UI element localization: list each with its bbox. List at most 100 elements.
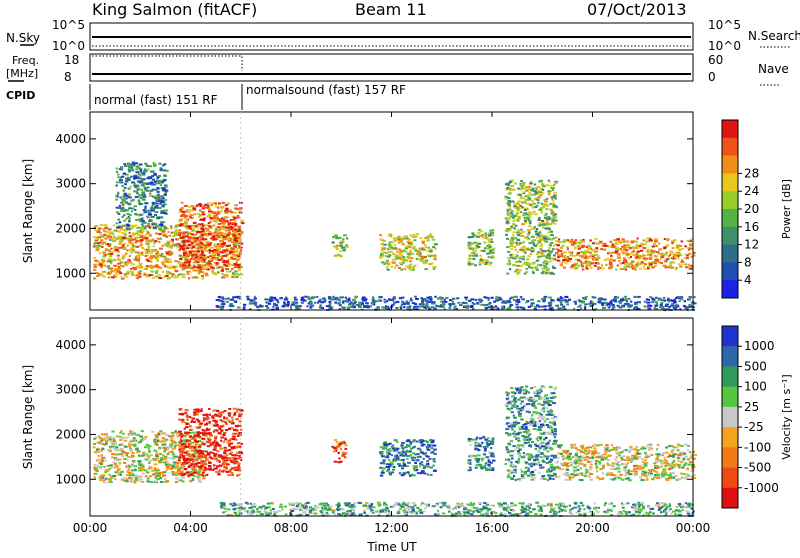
power-echo-cell — [205, 227, 208, 229]
power-echo-cell — [208, 213, 211, 215]
power-echo-cell — [147, 232, 149, 234]
velocity-echo-cell — [126, 437, 129, 439]
power-echo-cell — [639, 268, 642, 270]
power-echo-cell — [415, 298, 419, 300]
power-echo-cell — [560, 296, 562, 298]
power-echo-cell — [549, 181, 551, 183]
power-echo-cell — [406, 260, 409, 262]
power-colorbar-block — [722, 173, 738, 191]
power-echo-cell — [556, 244, 560, 246]
power-echo-cell — [426, 297, 429, 299]
power-ylabel: Slant Range [km] — [21, 159, 35, 263]
power-echo-cell — [444, 299, 446, 301]
velocity-echo-cell — [212, 442, 216, 444]
power-echo-cell — [153, 210, 155, 212]
power-echo-cell — [547, 228, 551, 230]
power-echo-cell — [337, 254, 341, 256]
velocity-echo-cell — [180, 467, 183, 469]
power-echo-cell — [595, 238, 598, 240]
power-echo-cell — [124, 219, 126, 221]
velocity-echo-cell — [175, 430, 177, 432]
power-echo-cell — [226, 263, 229, 265]
power-echo-cell — [158, 207, 161, 209]
velocity-echo-cell — [138, 467, 141, 469]
power-echo-cell — [516, 232, 520, 234]
power-echo-cell — [510, 185, 514, 187]
power-echo-cell — [585, 296, 588, 298]
velocity-echo-cell — [231, 427, 233, 429]
power-echo-cell — [484, 242, 487, 244]
power-echo-cell — [414, 296, 417, 298]
power-echo-cell — [116, 238, 118, 240]
power-echo-cell — [433, 258, 437, 260]
velocity-echo-cell — [123, 462, 126, 464]
velocity-echo-cell — [177, 473, 180, 475]
power-echo-cell — [553, 254, 555, 256]
power-echo-cell — [329, 301, 332, 303]
power-echo-cell — [202, 232, 205, 234]
velocity-echo-cell — [114, 465, 116, 467]
velocity-echo-cell — [166, 469, 168, 471]
power-echo-cell — [531, 263, 535, 265]
power-echo-cell — [551, 251, 554, 253]
power-echo-cell — [541, 220, 544, 222]
velocity-plot-background — [90, 318, 693, 516]
power-echo-cell — [540, 245, 544, 247]
power-echo-cell — [193, 222, 197, 224]
power-echo-cell — [627, 305, 630, 307]
power-echo-cell — [231, 241, 235, 243]
velocity-echo-cell — [237, 466, 241, 468]
power-echo-cell — [647, 306, 650, 308]
power-echo-cell — [624, 296, 627, 298]
power-echo-cell — [526, 195, 530, 197]
power-echo-cell — [664, 300, 667, 302]
power-echo-cell — [425, 260, 428, 262]
velocity-echo-cell — [189, 435, 192, 437]
velocity-echo-cell — [207, 441, 211, 443]
power-echo-cell — [271, 297, 274, 299]
velocity-echo-cell — [151, 431, 154, 433]
power-echo-cell — [189, 240, 192, 242]
power-echo-cell — [530, 299, 534, 301]
velocity-echo-cell — [202, 477, 205, 479]
power-echo-cell — [430, 236, 433, 238]
velocity-echo-cell — [107, 481, 110, 483]
power-echo-cell — [123, 173, 126, 175]
power-echo-cell — [476, 302, 479, 304]
power-echo-cell — [401, 301, 404, 303]
velocity-echo-cell — [101, 450, 103, 452]
power-echo-cell — [379, 239, 383, 241]
power-echo-cell — [516, 265, 520, 267]
velocity-echo-cell — [166, 466, 170, 468]
velocity-echo-cell — [150, 466, 152, 468]
power-echo-cell — [188, 237, 192, 239]
power-echo-cell — [204, 246, 208, 248]
power-echo-cell — [229, 252, 231, 254]
velocity-echo-cell — [155, 436, 158, 438]
velocity-echo-cell — [219, 448, 223, 450]
power-echo-cell — [549, 308, 552, 310]
freq-line — [92, 56, 242, 71]
power-echo-cell — [462, 302, 465, 304]
power-echo-cell — [103, 256, 107, 258]
power-echo-cell — [473, 247, 477, 249]
velocity-echo-cell — [186, 434, 189, 436]
power-echo-cell — [104, 238, 107, 240]
power-echo-cell — [156, 255, 159, 257]
power-echo-cell — [233, 235, 237, 237]
power-echo-cell — [531, 200, 534, 202]
power-echo-cell — [599, 302, 603, 304]
velocity-echo-cell — [168, 435, 171, 437]
power-echo-cell — [651, 301, 655, 303]
power-echo-cell — [512, 234, 514, 236]
power-echo-cell — [215, 222, 217, 224]
freq-unit: [MHz] — [6, 67, 38, 80]
power-echo-cell — [435, 305, 437, 307]
power-echo-cell — [421, 303, 424, 305]
power-echo-cell — [139, 230, 142, 232]
power-echo-cell — [656, 255, 658, 257]
power-echo-cell — [173, 244, 177, 246]
power-echo-cell — [365, 302, 369, 304]
velocity-echo-cell — [233, 429, 236, 431]
power-echo-cell — [119, 205, 121, 207]
